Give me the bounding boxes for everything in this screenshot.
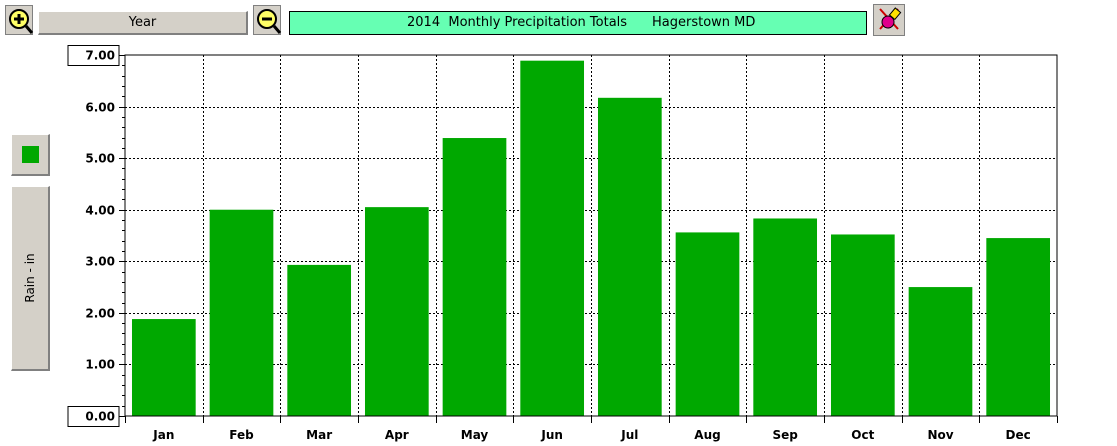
bar-oct[interactable] — [830, 234, 895, 416]
y-tick-label: 4.00 — [85, 204, 115, 218]
zoom-out-button[interactable] — [253, 5, 282, 35]
y-limit-box[interactable] — [67, 406, 120, 427]
bars — [131, 60, 1051, 417]
chart-location: Hagerstown MD — [652, 15, 756, 30]
bar-may[interactable] — [442, 138, 507, 416]
x-category-label: Nov — [927, 428, 953, 442]
y-tick-label: 0.00 — [85, 410, 115, 424]
x-category-label: Jun — [540, 428, 563, 442]
bar-dec[interactable] — [986, 238, 1051, 416]
x-category-label: Oct — [851, 428, 874, 442]
y-axis-label-button[interactable]: Rain - in — [11, 186, 50, 371]
x-category-label: Apr — [385, 428, 409, 442]
zoom-in-magnifier-icon — [9, 9, 34, 34]
y-tick-label: 1.00 — [85, 358, 115, 372]
y-tick-label: 2.00 — [85, 307, 115, 321]
labels: 0.00 1.00 2.00 3.00 4.00 5.00 6.00 7.00 Jan Feb Ma… — [67, 45, 1031, 442]
x-category-label: Sep — [772, 428, 798, 442]
bar-apr[interactable] — [364, 207, 429, 416]
bar-sep[interactable] — [753, 218, 818, 416]
series-legend-button[interactable] — [11, 134, 50, 176]
chart-title: 2014 Monthly Precipitation Totals — [407, 15, 628, 30]
y-tick-label: 3.00 — [85, 255, 115, 269]
bar-jan[interactable] — [131, 319, 196, 416]
zoom-out-magnifier-icon — [257, 9, 282, 34]
y-limit-box[interactable] — [67, 45, 120, 66]
bar-mar[interactable] — [287, 264, 352, 416]
series-color-swatch — [22, 146, 39, 163]
y-tick-label: 5.00 — [85, 152, 115, 166]
x-category-label: Jan — [152, 428, 174, 442]
year-button[interactable]: Year — [38, 11, 248, 35]
zoom-in-button[interactable] — [5, 5, 34, 35]
y-tick-label: 7.00 — [85, 49, 115, 63]
chart-title-bar: 2014 Monthly Precipitation Totals Hagers… — [289, 11, 867, 35]
bar-aug[interactable] — [675, 232, 740, 416]
bar-nov[interactable] — [908, 287, 973, 416]
bar-jun[interactable] — [520, 60, 585, 417]
grid-lines — [125, 55, 1057, 416]
x-category-label: Jul — [620, 428, 638, 442]
axes — [119, 54, 1058, 423]
bar-jul[interactable] — [597, 97, 662, 416]
paint-tool-button[interactable] — [873, 4, 905, 36]
x-category-label: Mar — [306, 428, 332, 442]
x-category-label: Dec — [1006, 428, 1031, 442]
x-category-label: Feb — [229, 428, 254, 442]
x-category-label: Aug — [694, 428, 720, 442]
y-tick-label: 6.00 — [85, 101, 115, 115]
bar-feb[interactable] — [209, 209, 274, 416]
x-category-label: May — [461, 428, 489, 442]
paint-tool-icon — [879, 7, 902, 30]
